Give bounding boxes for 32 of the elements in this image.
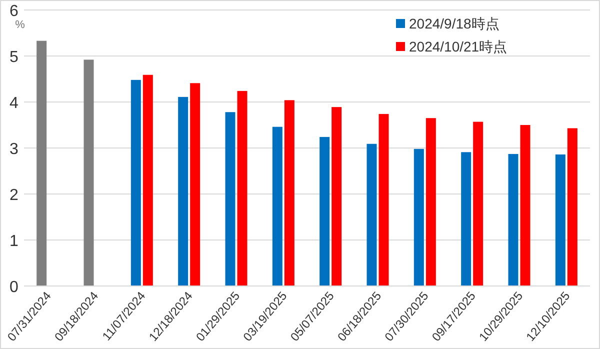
legend-label: 2024/9/18時点	[409, 16, 500, 32]
y-tick-label: 1	[10, 233, 19, 250]
legend-label: 2024/10/21時点	[409, 38, 508, 54]
bar	[426, 118, 436, 286]
bar	[414, 148, 424, 286]
bar	[366, 144, 377, 286]
bar	[473, 122, 484, 286]
bar	[130, 80, 141, 286]
bar	[142, 74, 153, 286]
bar	[320, 136, 330, 286]
y-tick-label: 2	[10, 187, 19, 204]
bar	[284, 100, 294, 286]
y-tick-label: 6	[10, 3, 19, 20]
bar	[555, 154, 566, 286]
bar	[237, 90, 248, 286]
bar	[190, 83, 200, 286]
y-tick-label: 0	[10, 279, 19, 296]
y-tick-label: 5	[10, 49, 19, 66]
bar	[378, 114, 389, 286]
y-tick-label: 3	[10, 141, 19, 158]
y-axis-title: %	[15, 19, 26, 31]
bar	[225, 112, 236, 286]
y-tick-label: 4	[10, 95, 19, 112]
bar	[461, 152, 472, 286]
bar	[84, 60, 94, 286]
bar	[567, 128, 578, 286]
bar	[178, 96, 188, 286]
bar	[36, 40, 47, 286]
bar	[332, 107, 342, 286]
bar	[520, 125, 530, 286]
bar	[508, 154, 518, 286]
bar	[272, 126, 282, 286]
